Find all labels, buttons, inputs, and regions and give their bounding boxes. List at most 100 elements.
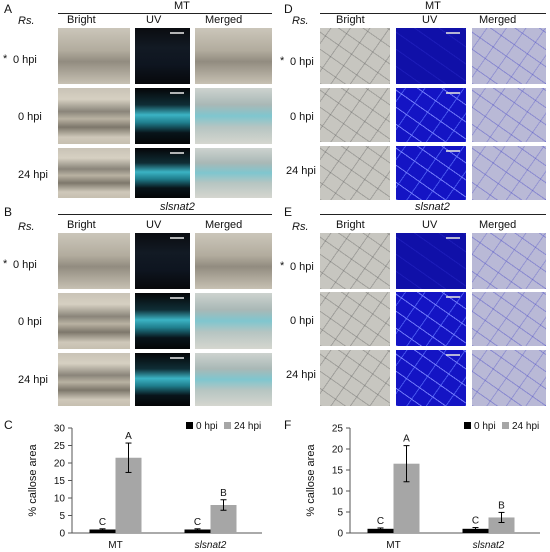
panel-d-row1-star: *	[280, 55, 285, 67]
significance-letter: A	[125, 431, 132, 442]
panel-b-col-bright: Bright	[67, 219, 96, 231]
micrograph-d-star0-uv	[396, 28, 466, 84]
micrograph-e-0-bright	[320, 292, 390, 346]
panel-b-rs: Rs.	[18, 221, 35, 233]
micrograph-d-star0-bright	[320, 28, 390, 84]
y-tick-label: 10	[332, 487, 344, 498]
significance-letter: C	[194, 517, 201, 528]
panel-e-col-merged: Merged	[479, 219, 517, 231]
panel-letter-e: E	[284, 205, 293, 219]
panel-a-rs: Rs.	[18, 15, 35, 27]
micrograph-a-0-bright	[58, 88, 130, 144]
micrograph-b-24-bright	[58, 353, 130, 406]
legend-label: 0 hpi	[196, 421, 218, 432]
significance-letter: C	[99, 517, 106, 528]
micrograph-d-24-bright	[320, 146, 390, 200]
legend-swatch	[186, 422, 193, 429]
x-tick-label: MT	[108, 540, 122, 551]
bar-0-hpi-0	[367, 528, 394, 533]
micrograph-e-star0-merged	[472, 233, 546, 289]
significance-letter: A	[403, 434, 410, 445]
y-tick-label: 5	[59, 511, 65, 522]
micrograph-e-24-bright	[320, 350, 390, 406]
panel-e-rs: Rs.	[292, 221, 309, 233]
significance-letter: C	[472, 516, 479, 527]
micrograph-a-24-bright	[58, 148, 130, 198]
micrograph-d-star0-merged	[472, 28, 546, 84]
bar-0-hpi-1	[184, 529, 211, 533]
bar-0-hpi-0	[89, 529, 116, 533]
y-axis-label: % callose area	[305, 444, 317, 517]
panel-letter-c: C	[4, 418, 13, 432]
x-tick-label: slsnat2	[195, 540, 227, 551]
panel-a-row1-star: *	[3, 53, 8, 65]
panel-d-row1-label: 0 hpi	[290, 56, 314, 68]
panel-e-row3-label: 24 hpi	[286, 369, 316, 381]
micrograph-d-0-bright	[320, 88, 390, 142]
legend-swatch	[502, 422, 509, 429]
significance-letter: C	[377, 516, 384, 527]
legend-label: 0 hpi	[474, 421, 496, 432]
panel-e-row1-star: *	[280, 260, 285, 272]
y-tick-label: 15	[332, 466, 344, 477]
micrograph-d-0-merged	[472, 88, 546, 142]
micrograph-d-24-uv	[396, 146, 466, 200]
panel-b-row3-label: 24 hpi	[18, 374, 48, 386]
panel-letter-f: F	[284, 418, 292, 432]
micrograph-e-24-uv	[396, 350, 466, 406]
panel-d-row3-label: 24 hpi	[286, 165, 316, 177]
panel-a-row3-label: 24 hpi	[18, 169, 48, 181]
significance-letter: B	[498, 500, 505, 511]
y-tick-label: 30	[54, 424, 66, 435]
x-tick-label: slsnat2	[473, 540, 505, 551]
legend-label: 24 hpi	[512, 421, 539, 432]
micrograph-a-star0-uv	[135, 28, 190, 84]
micrograph-e-star0-uv	[396, 233, 466, 289]
y-axis-label: % callose area	[27, 444, 39, 517]
micrograph-b-24-uv	[135, 353, 190, 406]
panel-a-col-bright: Bright	[67, 14, 96, 26]
micrograph-a-star0-merged	[195, 28, 272, 84]
panel-b-row1-label: 0 hpi	[13, 259, 37, 271]
y-tick-label: 20	[54, 459, 66, 470]
panel-b-row1-star: *	[3, 258, 8, 270]
y-tick-label: 10	[54, 494, 66, 505]
micrograph-b-0-bright	[58, 293, 130, 349]
y-tick-label: 25	[332, 424, 344, 435]
panel-a-row1-label: 0 hpi	[13, 54, 37, 66]
y-tick-label: 0	[337, 529, 343, 540]
bar-24-hpi-1	[488, 517, 515, 533]
panel-letter-b: B	[4, 205, 13, 219]
micrograph-b-24-merged	[195, 353, 272, 406]
panel-e-col-uv: UV	[422, 219, 438, 231]
significance-letter: B	[220, 488, 227, 499]
y-tick-label: 25	[54, 441, 66, 452]
panel-a-row2-label: 0 hpi	[18, 111, 42, 123]
micrograph-d-0-uv	[396, 88, 466, 142]
panel-a-col-uv: UV	[146, 14, 162, 26]
micrograph-b-star0-uv	[135, 233, 190, 289]
bar-0-hpi-1	[462, 528, 489, 533]
micrograph-b-star0-bright	[58, 233, 130, 289]
micrograph-a-24-uv	[135, 148, 190, 198]
panel-a-col-merged: Merged	[205, 14, 243, 26]
panel-b-title: slsnat2	[160, 201, 195, 213]
micrograph-a-star0-bright	[58, 28, 130, 84]
panel-b-row2-label: 0 hpi	[18, 316, 42, 328]
y-tick-label: 20	[332, 445, 344, 456]
panel-d-col-bright: Bright	[336, 14, 365, 26]
y-tick-label: 5	[337, 508, 343, 519]
panel-e-row1-label: 0 hpi	[290, 261, 314, 273]
panel-d-row2-label: 0 hpi	[290, 111, 314, 123]
micrograph-e-0-merged	[472, 292, 546, 346]
panel-d-title: MT	[425, 0, 441, 12]
micrograph-d-24-merged	[472, 146, 546, 200]
legend-label: 24 hpi	[234, 421, 261, 432]
panel-a-title: MT	[174, 0, 190, 12]
micrograph-b-0-merged	[195, 293, 272, 349]
micrograph-a-0-merged	[195, 88, 272, 144]
panel-d-col-merged: Merged	[479, 14, 517, 26]
panel-b-col-merged: Merged	[205, 219, 243, 231]
